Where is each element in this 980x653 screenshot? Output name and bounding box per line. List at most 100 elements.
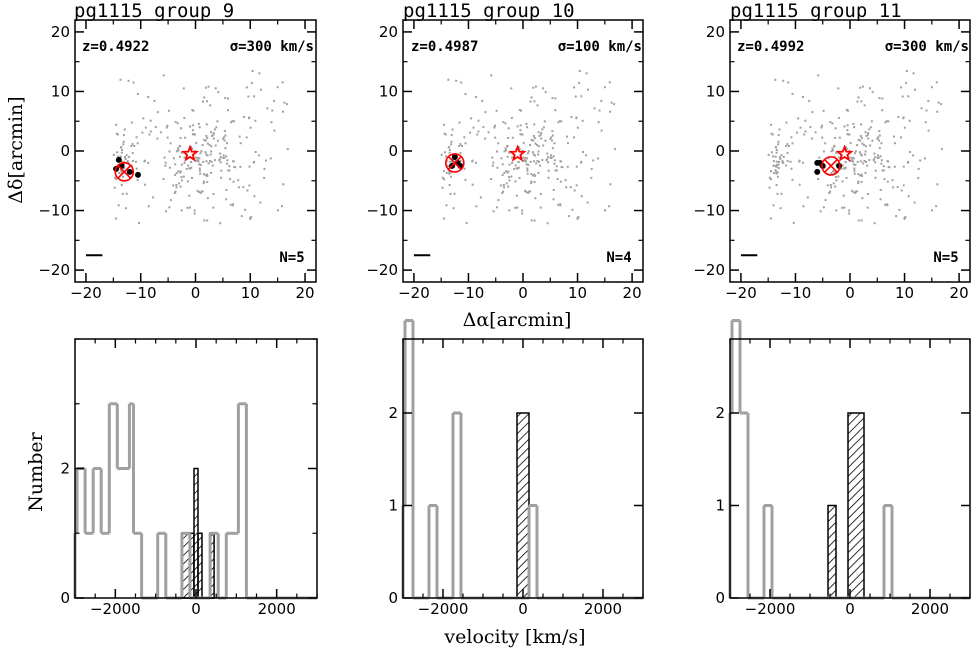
sky-panel-1-field-point-32 xyxy=(149,119,152,122)
sky-panel-2-field-point-209 xyxy=(573,136,575,139)
sky-panel-1-field-point-26 xyxy=(228,165,231,168)
sky-panel-2-field-point-286 xyxy=(554,97,557,100)
sky-panel-2-field-point-261 xyxy=(506,145,509,148)
sky-panel-1-field-point-56 xyxy=(222,137,225,140)
sky-panel-3-field-point-69 xyxy=(822,206,825,209)
sky-panel-1-field-point-237 xyxy=(193,212,196,215)
sky-panel-3-field-point-220 xyxy=(930,86,933,89)
sky-panel-1-field-point-131 xyxy=(191,129,194,132)
sky-panel-1-field-point-268 xyxy=(254,119,257,122)
sky-panel-3-field-point-196 xyxy=(835,179,838,182)
sky-panel-3-field-point-133 xyxy=(865,160,867,163)
sky-panel-3-field-point-195 xyxy=(811,137,814,140)
sky-panel-1-field-point-88 xyxy=(230,121,233,124)
sky-panel-2-field-point-163 xyxy=(526,169,529,172)
sky-panel-2-field-point-238 xyxy=(501,192,504,194)
sky-panel-3-field-point-235 xyxy=(874,176,877,179)
sky-panel-2-field-point-320 xyxy=(471,160,474,163)
sky-panel-1-field-point-300 xyxy=(252,161,255,164)
sky-panel-3-field-point-255 xyxy=(860,181,863,183)
sky-panel-3-field-point-293 xyxy=(860,100,863,103)
sky-panel-3-field-point-57 xyxy=(854,191,857,194)
sky-panel-1-field-point-294 xyxy=(208,143,211,146)
sky-panel-2-field-point-51 xyxy=(482,126,485,129)
sky-panel-3-field-point-79 xyxy=(884,203,887,206)
sky-panel-2-field-point-131 xyxy=(519,129,522,132)
sky-panel-1-field-point-278 xyxy=(147,161,150,164)
sky-panel-3-field-point-92 xyxy=(857,139,860,141)
sky-panel-2-field-point-224 xyxy=(532,135,535,137)
sky-panel-2-field-point-26 xyxy=(555,165,558,168)
sky-panel-3-field-point-233 xyxy=(841,206,844,209)
sky-panel-2-field-point-117 xyxy=(477,130,480,133)
sky-panel-1-field-point-193 xyxy=(194,160,197,162)
sky-panel-3-field-point-52 xyxy=(772,160,775,163)
sky-panel-3-field-point-273 xyxy=(902,117,905,120)
sky-panel-3-field-point-6 xyxy=(919,159,922,162)
sky-panel-2-ytick-label-2: 0 xyxy=(388,142,398,160)
sky-panel-2-field-point-220 xyxy=(603,86,606,89)
sky-panel-1-field-point-132 xyxy=(194,156,197,159)
sky-panel-1-field-point-202 xyxy=(225,189,228,191)
sky-panel-1-field-point-169 xyxy=(131,143,134,146)
sky-panel-3-field-point-327 xyxy=(844,166,847,169)
sky-panel-1-field-point-216 xyxy=(271,109,274,112)
sky-panel-2-field-point-284 xyxy=(609,183,612,186)
sky-panel-3-field-point-216 xyxy=(925,109,928,112)
sky-panel-3-field-point-182 xyxy=(777,140,780,143)
sky-panel-2-field-point-28 xyxy=(590,176,593,179)
sky-panel-1-field-point-292 xyxy=(247,95,250,98)
sky-panel-3-field-point-33 xyxy=(841,180,844,183)
sky-panel-2-field-point-154 xyxy=(546,152,549,155)
sky-panel-3-field-point-302 xyxy=(814,131,817,134)
sky-panel-3-field-point-292 xyxy=(901,95,904,98)
sky-panel-1-field-point-83 xyxy=(191,133,194,136)
sky-panel-3-field-point-40 xyxy=(829,190,832,193)
velocity-panel-1-ytick-label-1: 2 xyxy=(60,460,70,478)
sky-panel-2-field-point-25 xyxy=(481,99,484,102)
sky-panel-2-field-point-164 xyxy=(587,88,589,91)
sky-panel-3-group-centroid-cross-b xyxy=(824,159,838,173)
sky-panel-1-xtick-label-1: −10 xyxy=(125,284,157,302)
sky-panel-3-field-point-272 xyxy=(860,173,863,176)
sky-panel-1-field-point-18 xyxy=(219,222,222,225)
sky-panel-3-field-point-304 xyxy=(791,92,794,95)
sky-panel-1-field-point-179 xyxy=(142,117,145,120)
sky-panel-1-field-point-60 xyxy=(202,173,205,176)
sky-panel-3-field-point-144 xyxy=(881,169,884,172)
sky-panel-3-field-point-323 xyxy=(888,166,891,169)
sky-panel-1-field-point-256 xyxy=(162,74,165,77)
sky-panel-2-field-point-215 xyxy=(527,150,530,153)
sky-panel-2-field-point-76 xyxy=(585,154,588,157)
sky-panel-2-field-point-90 xyxy=(519,124,522,127)
sky-panel-1-field-point-36 xyxy=(168,150,171,153)
sky-panel-3-field-point-294 xyxy=(863,143,865,146)
sky-panel-3-field-point-201 xyxy=(878,139,880,142)
sky-panel-2-field-point-221 xyxy=(507,176,510,179)
sky-panel-2-field-point-187 xyxy=(544,91,547,94)
sky-panel-1-field-point-316 xyxy=(182,175,185,178)
sky-panel-3-field-point-290 xyxy=(789,160,792,163)
sky-panel-1-field-point-260 xyxy=(195,141,198,144)
sky-panel-3-field-point-306 xyxy=(864,150,867,153)
sky-panel-1-field-point-327 xyxy=(190,166,193,169)
sky-panel-3-field-point-185 xyxy=(857,219,860,222)
sky-panel-1-ytick-label-1: −10 xyxy=(38,202,70,220)
sky-panel-3-field-point-109 xyxy=(856,160,859,163)
sky-panel-2-field-point-152 xyxy=(504,147,507,150)
sky-panel-2-field-point-159 xyxy=(560,160,563,163)
sky-panel-2-field-point-78 xyxy=(585,72,588,75)
sky-panel-1-field-point-245 xyxy=(224,97,227,100)
sky-panel-3-field-point-62 xyxy=(801,96,804,98)
sky-panel-1-field-point-80 xyxy=(174,121,177,124)
sky-panel-2-field-point-192 xyxy=(440,153,443,156)
sky-panel-1-field-point-127 xyxy=(253,95,256,98)
sky-panel-1-field-point-207 xyxy=(209,153,212,156)
sky-panel-3-field-point-288 xyxy=(776,163,779,166)
sky-panel-1-field-point-257 xyxy=(269,157,272,160)
sky-panel-1-field-point-208 xyxy=(273,129,276,132)
sky-panel-3-ytick-label-3: 10 xyxy=(706,82,725,100)
sky-panel-2-field-point-38 xyxy=(508,209,511,212)
sky-panel-1-field-point-9 xyxy=(219,161,222,164)
sky-panel-1-field-point-176 xyxy=(224,147,227,150)
